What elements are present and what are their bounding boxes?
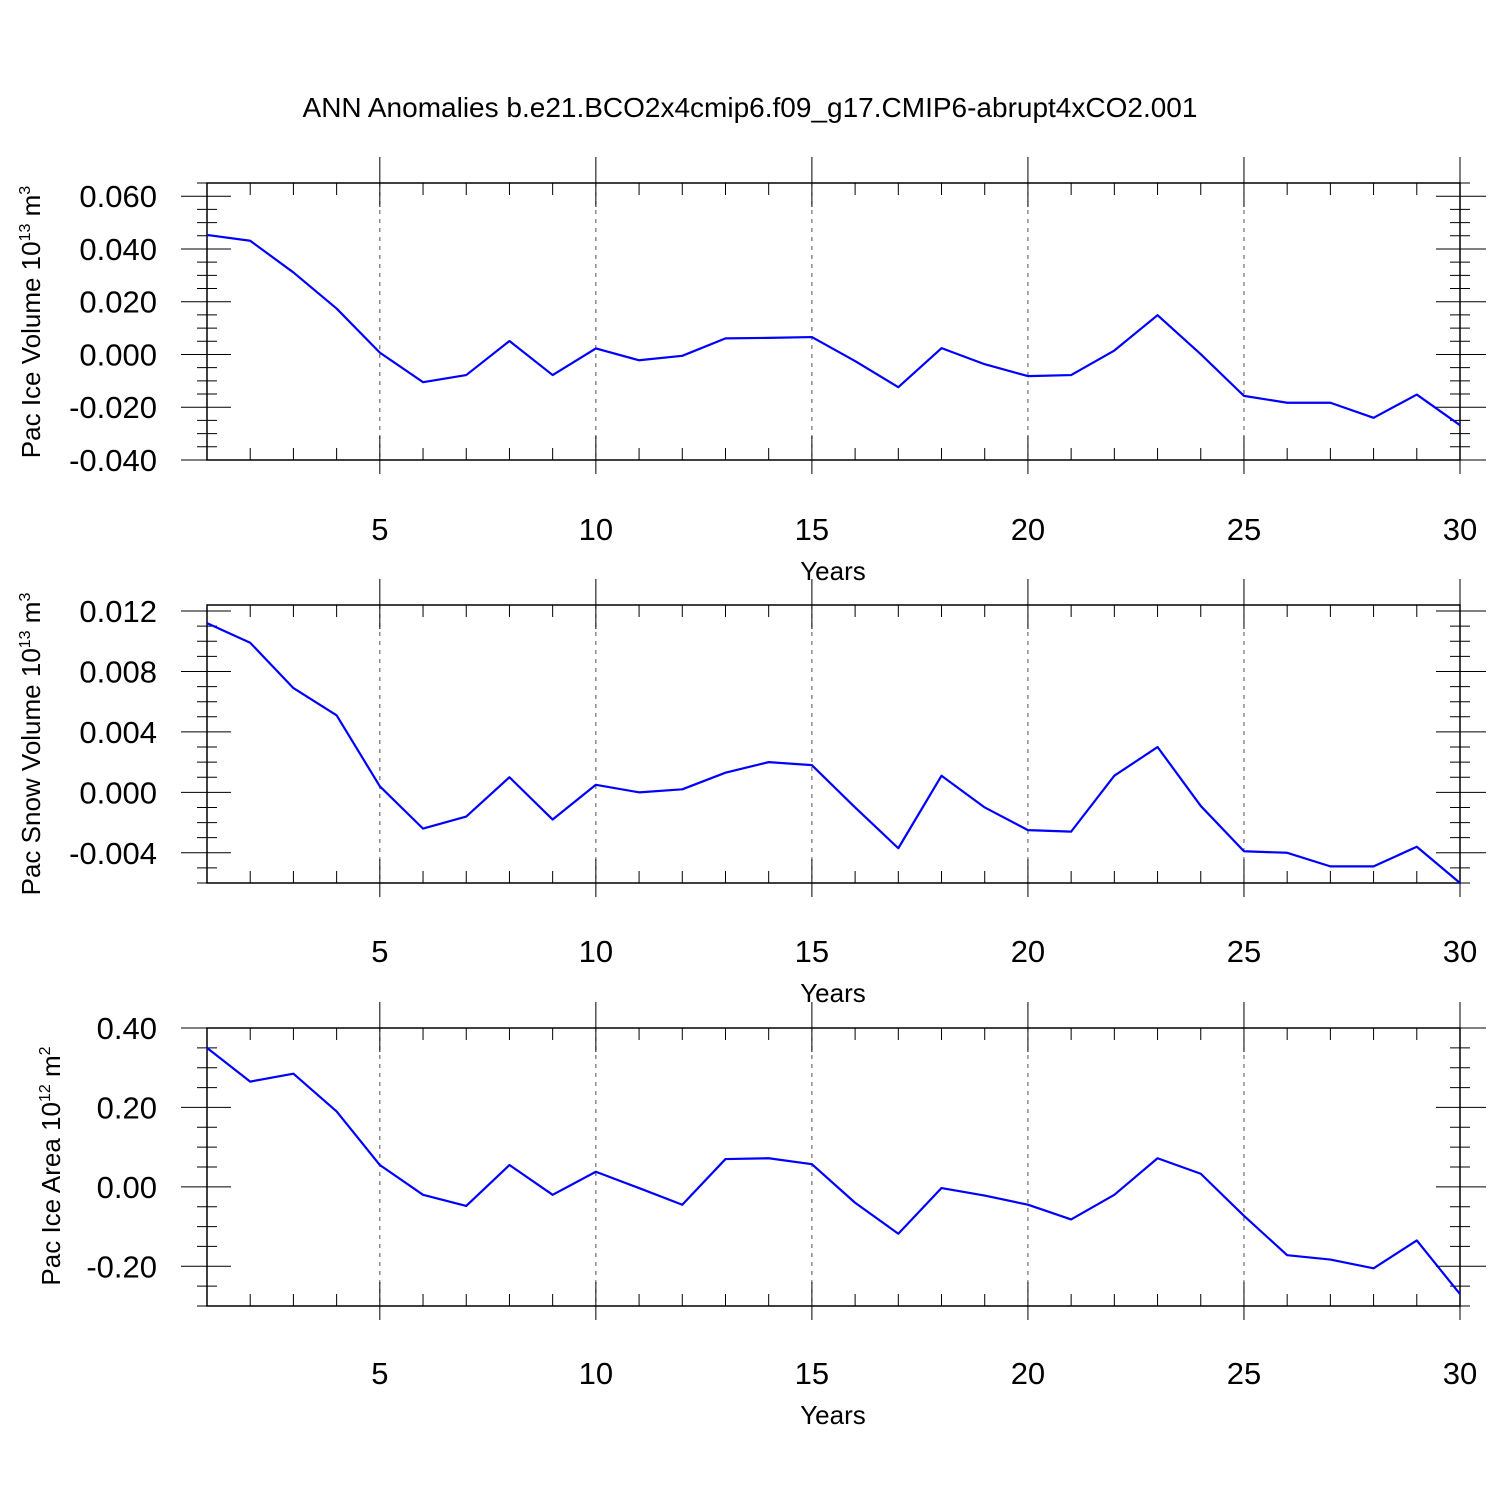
y-tick-label: -0.004 — [69, 836, 157, 871]
chart-panel-2: 5 10 15 20 25 30 -0.004 0.000 0.004 0.008 0.012 Pac… — [16, 579, 1486, 1008]
x-tick-label: 25 — [1227, 1356, 1261, 1391]
y-tick-label: 0.012 — [79, 594, 157, 629]
y-axis-label-unit: m — [16, 602, 46, 631]
y-axis-label-unit-exponent: 3 — [17, 593, 34, 602]
y-tick-label: 0.008 — [79, 654, 157, 689]
x-tick-label: 20 — [1011, 934, 1045, 969]
y-tick-label: 0.020 — [79, 285, 157, 320]
x-tick-label: 20 — [1011, 512, 1045, 547]
y-axis-label-unit: m — [36, 1055, 66, 1084]
x-tick-label: 30 — [1443, 512, 1477, 547]
y-tick-label: 0.40 — [97, 1011, 157, 1046]
chart-panel-1: 5 10 15 20 25 30 -0.040 -0.020 0.000 0.020 0.040 0.… — [16, 157, 1486, 586]
y-axis-label-unit-exponent: 3 — [17, 186, 34, 195]
x-tick-label: 10 — [579, 1356, 613, 1391]
x-tick-label: 30 — [1443, 1356, 1477, 1391]
data-line — [206, 233, 1461, 427]
x-axis-label: Years — [800, 1400, 866, 1430]
x-tick-label: 20 — [1011, 1356, 1045, 1391]
x-axis-label: Years — [800, 978, 866, 1008]
y-axis-label: Pac Ice Volume 1013 m3 — [16, 186, 46, 459]
plot-frame — [206, 604, 1461, 884]
x-tick-label: 10 — [579, 934, 613, 969]
x-tick-label: 15 — [795, 512, 829, 547]
y-tick-label: 0.20 — [97, 1090, 157, 1125]
chart-panel-3: 5 10 15 20 25 30 -0.20 0.00 0.20 0.40 Pac Ice Area… — [36, 1002, 1486, 1430]
plot-frame — [206, 1027, 1461, 1307]
y-tick-label: -0.020 — [69, 390, 157, 425]
x-tick-label: 10 — [579, 512, 613, 547]
x-tick-label: 15 — [795, 1356, 829, 1391]
data-line — [206, 1046, 1461, 1295]
y-tick-label: 0.000 — [79, 775, 157, 810]
x-tick-label: 5 — [371, 512, 388, 547]
x-tick-label: 30 — [1443, 934, 1477, 969]
y-axis-label-main: Pac Ice Area 10 — [36, 1102, 66, 1286]
y-axis-label-unit-exponent: 2 — [37, 1046, 54, 1055]
y-tick-label: 0.000 — [79, 337, 157, 372]
y-axis-label-main: Pac Ice Volume 10 — [16, 241, 46, 458]
x-tick-label: 25 — [1227, 934, 1261, 969]
x-tick-label: 5 — [371, 934, 388, 969]
x-axis-label: Years — [800, 556, 866, 586]
y-tick-label: 0.060 — [79, 179, 157, 214]
chart-title: ANN Anomalies b.e21.BCO2x4cmip6.f09_g17.… — [302, 92, 1198, 123]
y-axis-label-exponent: 12 — [37, 1084, 54, 1102]
x-tick-label: 5 — [371, 1356, 388, 1391]
x-tick-label: 15 — [795, 934, 829, 969]
y-tick-label: -0.20 — [86, 1249, 157, 1284]
plot-frame — [206, 182, 1461, 461]
y-axis-label-exponent: 13 — [17, 630, 34, 648]
y-axis-label: Pac Snow Volume 1013 m3 — [16, 593, 46, 896]
x-tick-label: 25 — [1227, 512, 1261, 547]
y-tick-label: 0.040 — [79, 232, 157, 267]
y-axis-label-unit: m — [16, 195, 46, 224]
y-tick-label: -0.040 — [69, 443, 157, 478]
y-axis-label: Pac Ice Area 1012 m2 — [36, 1046, 66, 1285]
data-line — [206, 622, 1461, 884]
y-tick-label: 0.004 — [79, 715, 157, 750]
y-axis-label-main: Pac Snow Volume 10 — [16, 648, 46, 895]
y-axis-label-exponent: 13 — [17, 223, 34, 241]
y-tick-label: 0.00 — [97, 1170, 157, 1205]
